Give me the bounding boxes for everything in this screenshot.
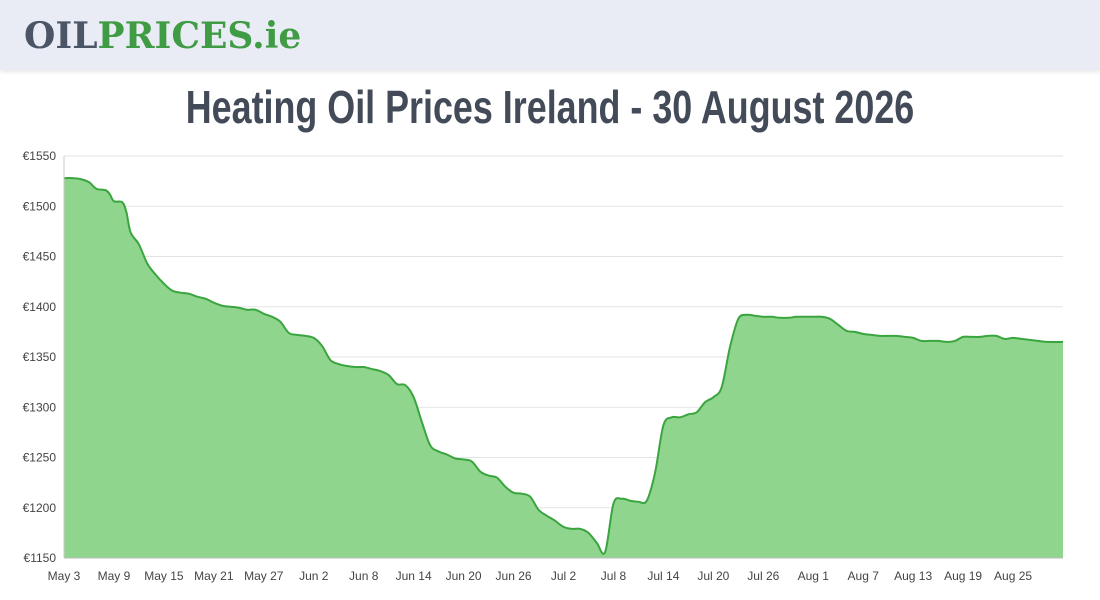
logo-text-prices: PRICES: [97, 15, 253, 57]
x-tick-label: May 27: [244, 569, 284, 583]
x-tick-label: Jul 8: [601, 569, 627, 583]
x-tick-label: Jul 14: [647, 569, 679, 583]
y-tick-label: €1200: [23, 501, 57, 515]
x-tick-label: May 21: [194, 569, 234, 583]
page-title: Heating Oil Prices Ireland - 30 August 2…: [185, 81, 915, 133]
y-tick-label: €1300: [23, 400, 57, 414]
x-tick-label: Jun 2: [299, 569, 329, 583]
site-logo[interactable]: OILPRICES.ie: [24, 14, 301, 58]
price-area: [64, 178, 1063, 558]
x-tick-label: Aug 1: [798, 569, 830, 583]
y-axis-ticks: €1150 €1200 €1250 €1300 €1350 €1400 €1450 €1500…: [23, 149, 57, 565]
y-tick-label: €1500: [23, 199, 57, 213]
y-tick-label: €1550: [23, 149, 57, 163]
price-chart: €1150 €1200 €1250 €1300 €1350 €1400 €1450 €1500…: [23, 149, 1064, 583]
x-tick-label: Aug 7: [848, 569, 880, 583]
price-line: [63, 177, 1064, 555]
x-tick-label: Jul 20: [697, 569, 729, 583]
x-tick-label: May 15: [144, 569, 184, 583]
y-tick-label: €1450: [23, 250, 57, 264]
x-tick-label: May 3: [48, 569, 81, 583]
x-tick-label: Aug 19: [944, 569, 982, 583]
x-tick-label: Jul 26: [747, 569, 779, 583]
x-tick-label: Jun 8: [349, 569, 379, 583]
x-tick-label: May 9: [98, 569, 131, 583]
y-tick-label: €1350: [23, 350, 57, 364]
logo-text-domain: .ie: [252, 15, 302, 57]
x-tick-label: Jun 20: [446, 569, 482, 583]
logo-text-oil: OIL: [24, 15, 98, 57]
x-tick-label: Aug 13: [894, 569, 932, 583]
x-axis-ticks: May 3 May 9 May 15 May 21 May 27 Jun 2 Jun 8 Ju…: [48, 569, 1033, 583]
site-header: OILPRICES.ie: [0, 0, 1100, 70]
x-tick-label: Aug 25: [994, 569, 1032, 583]
y-tick-label: €1150: [24, 551, 57, 565]
y-tick-label: €1250: [23, 451, 57, 465]
x-tick-label: Jun 26: [496, 569, 532, 583]
y-tick-label: €1400: [23, 300, 57, 314]
x-tick-label: Jun 14: [396, 569, 432, 583]
x-tick-label: Jul 2: [551, 569, 577, 583]
